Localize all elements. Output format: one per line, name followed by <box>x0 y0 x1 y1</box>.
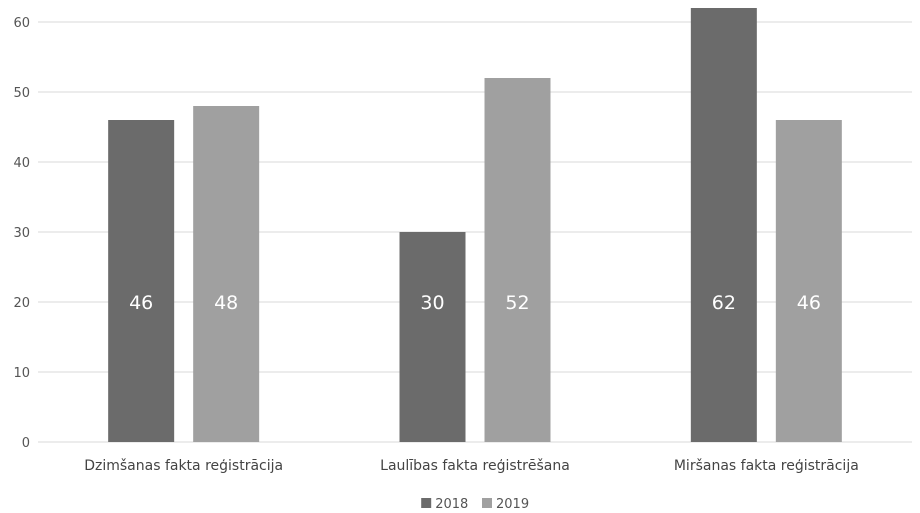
data-label: 52 <box>505 292 529 314</box>
data-label: 30 <box>420 292 444 314</box>
legend-label: 2019 <box>496 497 529 512</box>
y-tick-label: 50 <box>13 86 30 101</box>
y-tick-label: 30 <box>13 226 30 241</box>
bar-2019-2 <box>775 120 842 442</box>
x-category-label: Miršanas fakta reģistrācija <box>674 458 859 474</box>
legend-swatch-2019 <box>482 498 492 508</box>
x-category-label: Laulības fakta reģistrēšana <box>380 458 570 474</box>
data-label: 46 <box>797 292 821 314</box>
data-label: 62 <box>712 292 736 314</box>
legend-label: 2018 <box>435 497 468 512</box>
bar-2018-1 <box>399 232 466 442</box>
x-category-label: Dzimšanas fakta reģistrācija <box>84 458 283 474</box>
y-tick-label: 10 <box>13 366 30 381</box>
y-tick-label: 60 <box>13 16 30 31</box>
bar-2019-1 <box>484 78 551 442</box>
bar-2018-0 <box>108 120 175 442</box>
bar-2018-2 <box>690 8 757 442</box>
y-tick-label: 20 <box>13 296 30 311</box>
y-tick-label: 40 <box>13 156 30 171</box>
bar-2019-0 <box>193 106 260 442</box>
legend-swatch-2018 <box>421 498 432 508</box>
data-label: 46 <box>129 292 153 314</box>
y-tick-label: 0 <box>22 436 30 451</box>
data-label: 48 <box>214 292 238 314</box>
